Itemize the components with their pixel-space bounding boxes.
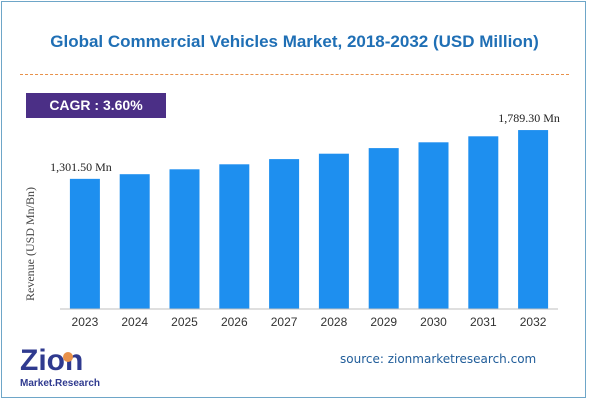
y-axis-label: Revenue (USD Mn/Bn) [23, 187, 37, 301]
x-tick-label: 2030 [420, 315, 447, 329]
x-tick-label: 2023 [72, 315, 99, 329]
data-labels: 1,301.50 Mn 1,789.30 Mn [50, 111, 560, 174]
x-tick-label: 2027 [271, 315, 298, 329]
data-label: 1,789.30 Mn [498, 111, 560, 125]
title-divider [20, 74, 569, 75]
bar-2025 [169, 169, 200, 309]
x-tick-label: 2024 [121, 315, 148, 329]
cagr-badge: CAGR : 3.60% [26, 93, 166, 118]
zion-logo: Zion Market.Research [20, 344, 100, 389]
x-tick-labels: 2023 2024 2025 2026 2027 2028 2029 2030 2031 2032 [72, 315, 547, 329]
logo-word: Zion [20, 344, 83, 377]
x-tick-label: 2025 [171, 315, 198, 329]
logo-subword: Market.Research [20, 378, 100, 389]
bar-2029 [368, 148, 399, 309]
bar-2028 [318, 153, 349, 309]
x-tick-label: 2028 [321, 315, 348, 329]
logo-dot [63, 352, 73, 362]
x-tick-label: 2031 [470, 315, 497, 329]
chart-title: Global Commercial Vehicles Market, 2018-… [50, 32, 539, 51]
bars-group [69, 130, 549, 309]
bar-2026 [219, 164, 250, 309]
source-text: source: zionmarketresearch.com [340, 352, 537, 366]
bar-2030 [418, 142, 449, 309]
x-tick-label: 2032 [520, 315, 547, 329]
x-tick-label: 2029 [370, 315, 397, 329]
bar-2031 [468, 136, 499, 309]
bar-2024 [119, 174, 150, 309]
bar-2023 [69, 178, 100, 309]
x-tick-label: 2026 [221, 315, 248, 329]
bar-2027 [269, 159, 300, 309]
bar-2032 [518, 130, 549, 309]
data-label: 1,301.50 Mn [50, 160, 112, 174]
